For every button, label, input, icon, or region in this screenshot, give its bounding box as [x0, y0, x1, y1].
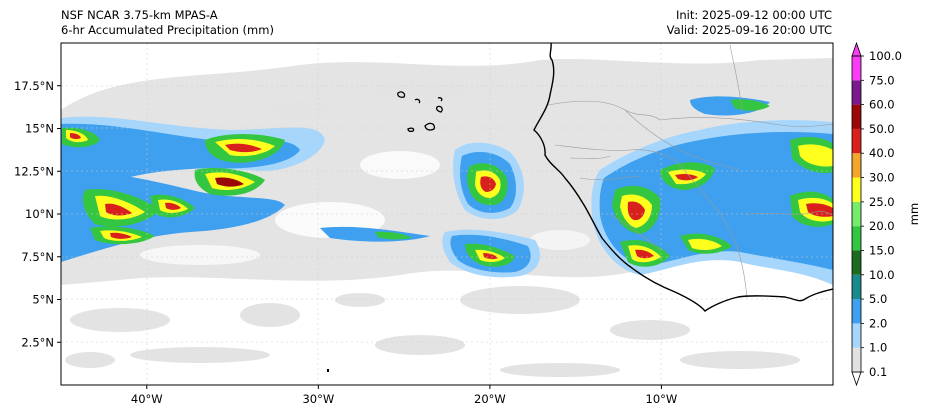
- valid-time: Valid: 2025-09-16 20:00 UTC: [666, 23, 832, 37]
- init-time: Init: 2025-09-12 00:00 UTC: [676, 8, 832, 22]
- lat-tick-label: 17.5°N: [14, 79, 54, 93]
- field-title: 6-hr Accumulated Precipitation (mm): [61, 23, 274, 37]
- lon-tick-label: 40°W: [131, 392, 163, 406]
- islands: [397, 91, 443, 133]
- colorbar-segment: [852, 56, 861, 81]
- map-title-right: Init: 2025-09-12 00:00 UTC Valid: 2025-0…: [667, 8, 832, 38]
- colorbar-segment: [852, 226, 861, 251]
- colorbar-label: 1.0: [869, 341, 887, 355]
- precip-band-west: [61, 116, 325, 262]
- colorbar-segment: [852, 201, 861, 227]
- model-title: NSF NCAR 3.75-km MPAS-A: [61, 8, 218, 22]
- lat-tick-label: 7.5°N: [21, 250, 54, 264]
- colorbar-segment: [852, 104, 861, 129]
- colorbar-label: 15.0: [869, 243, 895, 257]
- lat-tick-label: 12.5°N: [14, 164, 54, 178]
- colorbar-label: 30.0: [869, 171, 895, 185]
- colorbar: 0.1 1.0 2.0 5.0 10.0 15.0 20.0 25.0 30.0 40.0 50.0…: [851, 41, 921, 387]
- lon-tick-label: 10°W: [646, 392, 678, 406]
- colorbar-label: 5.0: [869, 292, 887, 306]
- colorbar-unit-label: mm: [907, 203, 921, 225]
- colorbar-label: 10.0: [869, 268, 895, 282]
- colorbar-frame: [851, 55, 862, 373]
- lat-tick-label: 10°N: [25, 207, 54, 221]
- lon-tick-label: 30°W: [302, 392, 334, 406]
- colorbar-label: 0.1: [869, 365, 887, 379]
- colorbar-segment: [852, 80, 861, 105]
- colorbar-extend-max: [851, 41, 862, 57]
- colorbar-segment: [852, 128, 861, 154]
- map-title-left: NSF NCAR 3.75-km MPAS-A 6-hr Accumulated…: [61, 8, 274, 38]
- country-borders: [547, 44, 833, 299]
- colorbar-segment: [852, 153, 861, 178]
- colorbar-label: 50.0: [869, 122, 895, 136]
- lat-tick-label: 5°N: [32, 293, 54, 307]
- colorbar-segment: [852, 347, 861, 372]
- colorbar-extend-min: [851, 371, 862, 387]
- small-island: [327, 369, 329, 372]
- lon-ticks: 40°W 30°W 20°W 10°W: [131, 385, 677, 406]
- colorbar-label: 75.0: [869, 73, 895, 87]
- colorbar-label: 60.0: [869, 98, 895, 112]
- lat-tick-label: 15°N: [25, 122, 54, 136]
- colorbar-segment: [852, 250, 861, 275]
- colorbar-segment: [852, 177, 861, 202]
- gridlines: [61, 43, 833, 385]
- map-area: [61, 43, 833, 385]
- precip-band-central: [320, 142, 540, 278]
- colorbar-label: 100.0: [869, 49, 902, 63]
- colorbar-label: 20.0: [869, 219, 895, 233]
- colorbar-label: 25.0: [869, 195, 895, 209]
- colorbar-segment: [852, 274, 861, 300]
- colorbar-segment: [852, 299, 861, 324]
- lat-ticks: 17.5°N 15°N 12.5°N 10°N 7.5°N 5°N 2.5°N: [14, 79, 61, 349]
- lon-tick-label: 20°W: [474, 392, 506, 406]
- lat-tick-label: 2.5°N: [21, 335, 54, 349]
- colorbar-segment: [852, 323, 861, 348]
- coastline: [533, 43, 833, 312]
- colorbar-label: 2.0: [869, 316, 887, 330]
- colorbar-label: 40.0: [869, 146, 895, 160]
